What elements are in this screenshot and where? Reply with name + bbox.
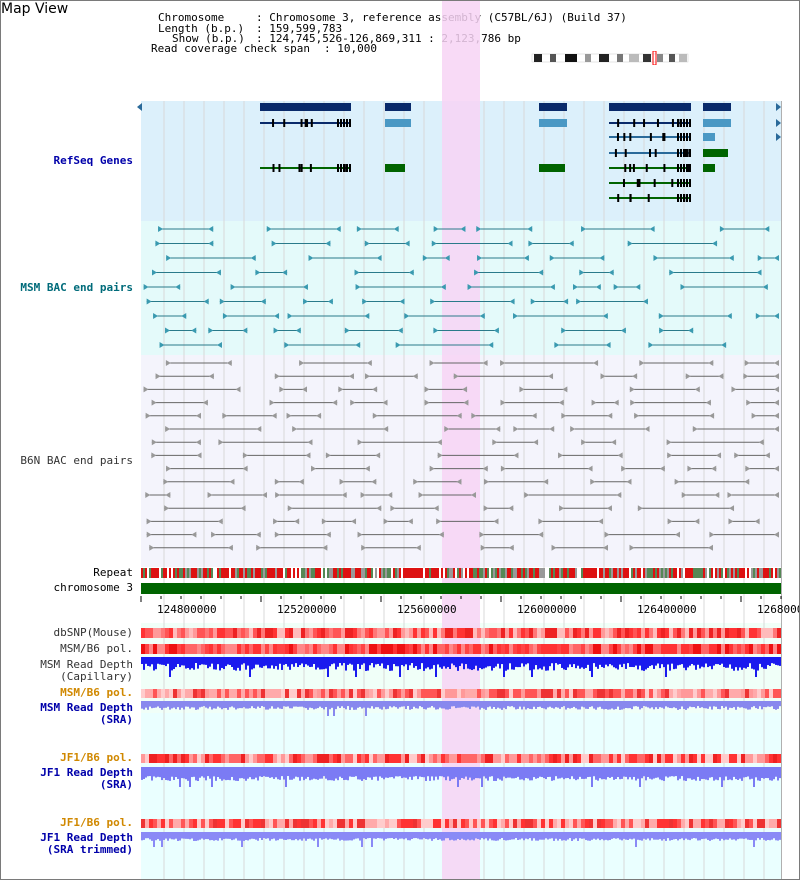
coverage-value: : 10,000 [324,42,377,55]
track-label-dbsnp[interactable]: dbSNP(Mouse) [53,626,133,639]
axis-tick-label: 126400000 [637,603,697,616]
gene-model[interactable] [385,103,411,111]
msm-bac-features [143,226,779,348]
coverage-label: Read coverage check span [151,42,310,55]
gene-model[interactable] [260,103,351,111]
gene-model[interactable] [539,164,565,172]
axis-tick-label: 126000000 [517,603,577,616]
track-label-msm-b6-pol-sra[interactable]: MSM/B6 pol. [60,686,133,699]
gene-model[interactable] [703,119,731,127]
track-label-jf1-depth-trimmed-sub: (SRA trimmed) [46,843,133,856]
track-label-chromosome: chromosome 3 [53,581,133,594]
page-title: Map View [1,1,69,17]
gene-model[interactable] [260,167,351,169]
track-label-refseq[interactable]: RefSeq Genes [53,154,133,167]
read-depth-tracks [141,657,781,847]
track-label-msm-depth-capillary-sub: (Capillary) [60,670,133,683]
length-value: : 159,599,783 [256,22,343,35]
track-label-repeat[interactable]: Repeat [93,566,133,579]
track-label-jf1-depth-trimmed[interactable]: JF1 Read Depth [40,831,133,844]
gene-model[interactable] [385,164,405,172]
track-label-jf1-depth-sra[interactable]: JF1 Read Depth [40,766,133,779]
gene-model[interactable] [703,103,731,111]
b6n-bac-features [143,360,779,551]
chromosome-label: Chromosome [158,11,225,24]
chromosome-bar[interactable] [141,583,781,594]
track-label-jf1-b6-pol-trimmed[interactable]: JF1/B6 pol. [60,816,133,829]
track-label-msm-depth-sra[interactable]: MSM Read Depth [40,701,133,714]
chromosome-bar-track [140,583,782,602]
gene-model[interactable] [609,167,691,169]
track-label-msm-depth-capillary[interactable]: MSM Read Depth [40,658,133,671]
gene-model[interactable] [539,103,567,111]
gene-model[interactable] [609,122,691,124]
gene-model[interactable] [609,103,691,111]
show-label: Show (b.p.) [172,32,245,45]
gene-model[interactable] [609,197,691,199]
selected-region-highlight[interactable] [442,1,480,879]
track-label-jf1-depth-sra-sub: (SRA) [99,778,133,791]
gene-model[interactable] [609,182,691,184]
axis-tick-label: 124800000 [157,603,217,616]
gene-model[interactable] [703,133,715,141]
track-label-b6n-bac[interactable]: B6N BAC end pairs [20,454,133,467]
refseq-features [137,103,781,202]
track-label-jf1-b6-pol[interactable]: JF1/B6 pol. [60,751,133,764]
axis-tick-label: 126800000 [757,603,799,616]
track-right-edge [781,101,782,879]
track-label-msm-depth-sra-sub: (SRA) [99,713,133,726]
axis-tick-label: 125600000 [397,603,457,616]
track-label-msm-bac[interactable]: MSM BAC end pairs [20,281,133,294]
track-label-msm-b6-pol[interactable]: MSM/B6 pol. [60,642,133,655]
gene-model[interactable] [385,119,411,127]
gene-model[interactable] [539,119,567,127]
heatmap-tracks [141,628,781,828]
axis-tick-label: 125200000 [277,603,337,616]
gene-model[interactable] [703,149,728,157]
gene-model[interactable] [703,164,715,172]
repeat-track [141,568,781,578]
length-label: Length (b.p.) [158,22,245,35]
chromosome-ideogram[interactable] [529,51,693,65]
